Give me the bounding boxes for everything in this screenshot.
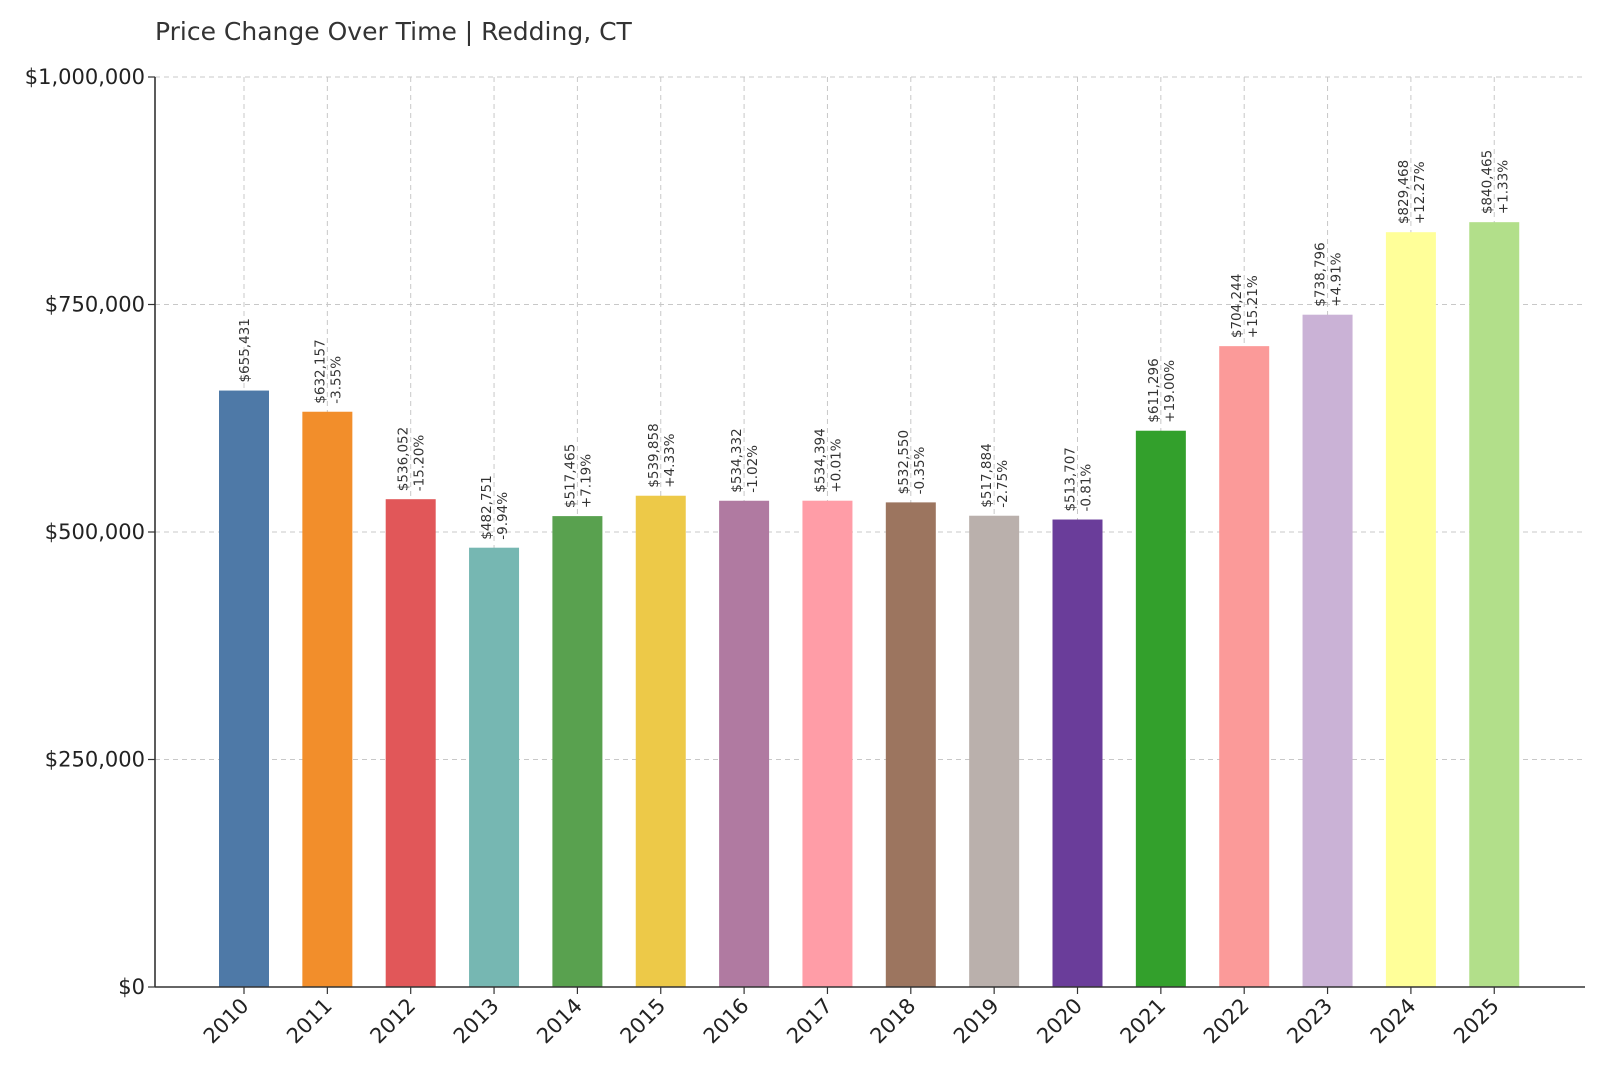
bar-value-label: $738,796 <box>1313 242 1329 306</box>
bar-value-label: $704,244 <box>1229 274 1245 338</box>
bar-label-group-2020: $513,707 -0.81% <box>1063 447 1095 511</box>
bar-value-label: $539,858 <box>646 423 662 487</box>
bar-change-label: -2.75% <box>995 460 1011 508</box>
bar-change-label: +0.01% <box>828 438 844 492</box>
bars <box>219 222 1519 987</box>
bar-change-label: -0.81% <box>1079 464 1095 512</box>
bar-change-label: +15.21% <box>1245 275 1261 338</box>
bar-label-group-2010: $655,431 <box>237 318 253 382</box>
bar-label-group-2017: $534,394 +0.01% <box>812 428 844 492</box>
bar-change-label: +4.33% <box>662 433 678 487</box>
x-tick-label: 2012 <box>365 994 420 1049</box>
x-tick-label: 2013 <box>449 994 504 1049</box>
bar-value-label: $513,707 <box>1063 447 1079 511</box>
bar-value-label: $536,052 <box>396 427 412 491</box>
bar-value-label: $517,465 <box>562 444 578 508</box>
bar-2024 <box>1386 232 1436 987</box>
bar-2010 <box>219 391 269 987</box>
x-tick-label: 2025 <box>1449 994 1504 1049</box>
bar-label-group-2025: $840,465 +1.33% <box>1479 150 1511 214</box>
bar-2018 <box>886 502 936 987</box>
x-tick-label: 2016 <box>699 994 754 1049</box>
y-tick-label: $750,000 <box>45 293 145 317</box>
bar-2011 <box>302 412 352 987</box>
bar-label-group-2014: $517,465 +7.19% <box>562 444 594 508</box>
bar-value-label: $534,332 <box>729 428 745 492</box>
bar-change-label: -1.02% <box>745 445 761 493</box>
bar-label-group-2016: $534,332 -1.02% <box>729 428 761 492</box>
bar-value-label: $611,296 <box>1146 358 1162 422</box>
bar-2021 <box>1136 431 1186 987</box>
y-tick-label: $250,000 <box>45 748 145 772</box>
bar-2017 <box>802 501 852 987</box>
bar-value-label: $482,751 <box>479 475 495 539</box>
chart-title: Price Change Over Time | Redding, CT <box>155 17 633 46</box>
x-tick-label: 2019 <box>949 994 1004 1049</box>
bar-change-label: +12.27% <box>1412 161 1428 224</box>
x-tick-label: 2022 <box>1199 994 1254 1049</box>
x-tick-label: 2023 <box>1282 994 1337 1049</box>
bar-label-group-2011: $632,157 -3.55% <box>312 339 344 403</box>
bar-2014 <box>552 516 602 987</box>
bar-change-label: +1.33% <box>1495 160 1511 214</box>
bar-value-label: $534,394 <box>812 428 828 492</box>
bar-2016 <box>719 501 769 987</box>
bar-change-label: -3.55% <box>328 356 344 404</box>
bar-2015 <box>636 496 686 987</box>
bar-label-group-2012: $536,052 -15.20% <box>396 427 428 491</box>
x-tick-label: 2024 <box>1366 994 1421 1049</box>
bar-label-group-2015: $539,858 +4.33% <box>646 423 678 487</box>
y-tick-label: $500,000 <box>45 520 145 544</box>
x-tick-label: 2021 <box>1116 994 1171 1049</box>
x-tick-label: 2020 <box>1032 994 1087 1049</box>
bar-2019 <box>969 516 1019 987</box>
bar-change-label: -9.94% <box>495 492 511 540</box>
x-tick-label: 2011 <box>282 994 337 1049</box>
bar-2023 <box>1303 315 1353 987</box>
bar-2020 <box>1053 520 1103 987</box>
bar-value-label: $829,468 <box>1396 160 1412 224</box>
x-tick-label: 2014 <box>532 994 587 1049</box>
bar-value-label: $632,157 <box>312 339 328 403</box>
bar-change-label: +19.00% <box>1162 360 1178 423</box>
x-tick-label: 2017 <box>782 994 837 1049</box>
bar-change-label: -0.35% <box>912 446 928 494</box>
bar-change-label: -15.20% <box>412 435 428 492</box>
bar-label-group-2013: $482,751 -9.94% <box>479 475 511 539</box>
bar-2025 <box>1469 222 1519 987</box>
bar-label-group-2022: $704,244 +15.21% <box>1229 274 1261 338</box>
bar-2013 <box>469 548 519 987</box>
y-tick-label: $1,000,000 <box>25 65 145 89</box>
x-tick-label: 2018 <box>866 994 921 1049</box>
y-tick-label: $0 <box>118 975 145 999</box>
bar-label-group-2018: $532,550 -0.35% <box>896 430 928 494</box>
bar-label-group-2023: $738,796 +4.91% <box>1313 242 1345 306</box>
bar-value-label: $840,465 <box>1479 150 1495 214</box>
x-tick-label: 2010 <box>199 994 254 1049</box>
bar-2022 <box>1219 346 1269 987</box>
bar-label-group-2021: $611,296 +19.00% <box>1146 358 1178 422</box>
bar-value-label: $655,431 <box>237 318 253 382</box>
bar-change-label: +4.91% <box>1329 252 1345 306</box>
bar-change-label: +7.19% <box>578 454 594 508</box>
x-tick-label: 2015 <box>616 994 671 1049</box>
bar-2012 <box>386 499 436 987</box>
bar-value-label: $532,550 <box>896 430 912 494</box>
grid-lines <box>155 77 1585 987</box>
bar-value-label: $517,884 <box>979 443 995 507</box>
bar-label-group-2019: $517,884 -2.75% <box>979 443 1011 507</box>
bar-label-group-2024: $829,468 +12.27% <box>1396 160 1428 224</box>
